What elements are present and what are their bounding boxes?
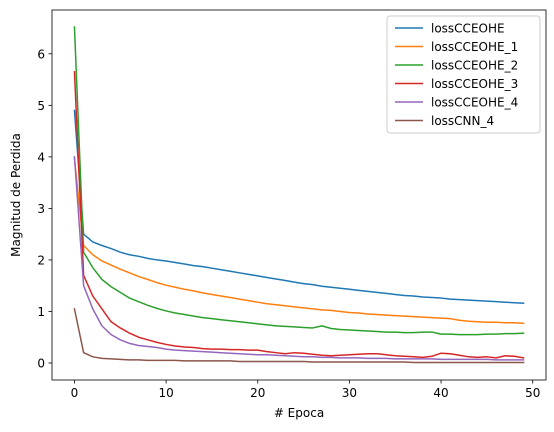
x-axis: 0 10 20 30 40 50 bbox=[71, 380, 540, 400]
plot-frame bbox=[51, 9, 547, 381]
series-line-losscnn-4 bbox=[73, 308, 525, 364]
series-line-losscceohe bbox=[73, 109, 525, 305]
series-line-losscceohe-2 bbox=[73, 26, 525, 336]
x-tick-label: 30 bbox=[342, 386, 357, 400]
y-axis: 0 1 2 3 4 5 6 bbox=[37, 47, 52, 370]
series-line-losscceohe-4 bbox=[73, 156, 525, 361]
y-tick-label: 0 bbox=[37, 356, 45, 370]
y-tick-label: 6 bbox=[37, 47, 45, 61]
legend-label: lossCCEOHE_1 bbox=[431, 40, 518, 54]
legend-box bbox=[386, 15, 541, 134]
legend: lossCCEOHE lossCCEOHE_1 lossCCEOHE_2 lossCC… bbox=[386, 15, 541, 134]
x-axis-label: # Epoca bbox=[274, 406, 324, 420]
x-tick-label: 50 bbox=[525, 386, 540, 400]
series-line-losscceohe-1 bbox=[73, 157, 525, 325]
y-tick-label: 3 bbox=[37, 202, 45, 216]
legend-label: lossCCEOHE bbox=[431, 22, 505, 36]
legend-label: lossCCEOHE_2 bbox=[431, 59, 518, 73]
legend-label: lossCCEOHE_3 bbox=[431, 77, 518, 91]
y-tick-label: 5 bbox=[37, 99, 45, 113]
x-tick-label: 10 bbox=[158, 386, 173, 400]
x-tick-label: 20 bbox=[250, 386, 265, 400]
x-tick-label: 0 bbox=[71, 386, 79, 400]
y-tick-label: 4 bbox=[37, 150, 45, 164]
legend-label: lossCNN_4 bbox=[431, 114, 494, 128]
y-tick-label: 1 bbox=[37, 305, 45, 319]
y-axis-label: Magnitud de Perdida bbox=[9, 133, 23, 257]
legend-label: lossCCEOHE_4 bbox=[431, 96, 518, 110]
series-line-losscceohe-3 bbox=[73, 71, 525, 359]
x-tick-label: 40 bbox=[433, 386, 448, 400]
y-tick-label: 2 bbox=[37, 253, 45, 267]
series-layer bbox=[73, 26, 525, 364]
